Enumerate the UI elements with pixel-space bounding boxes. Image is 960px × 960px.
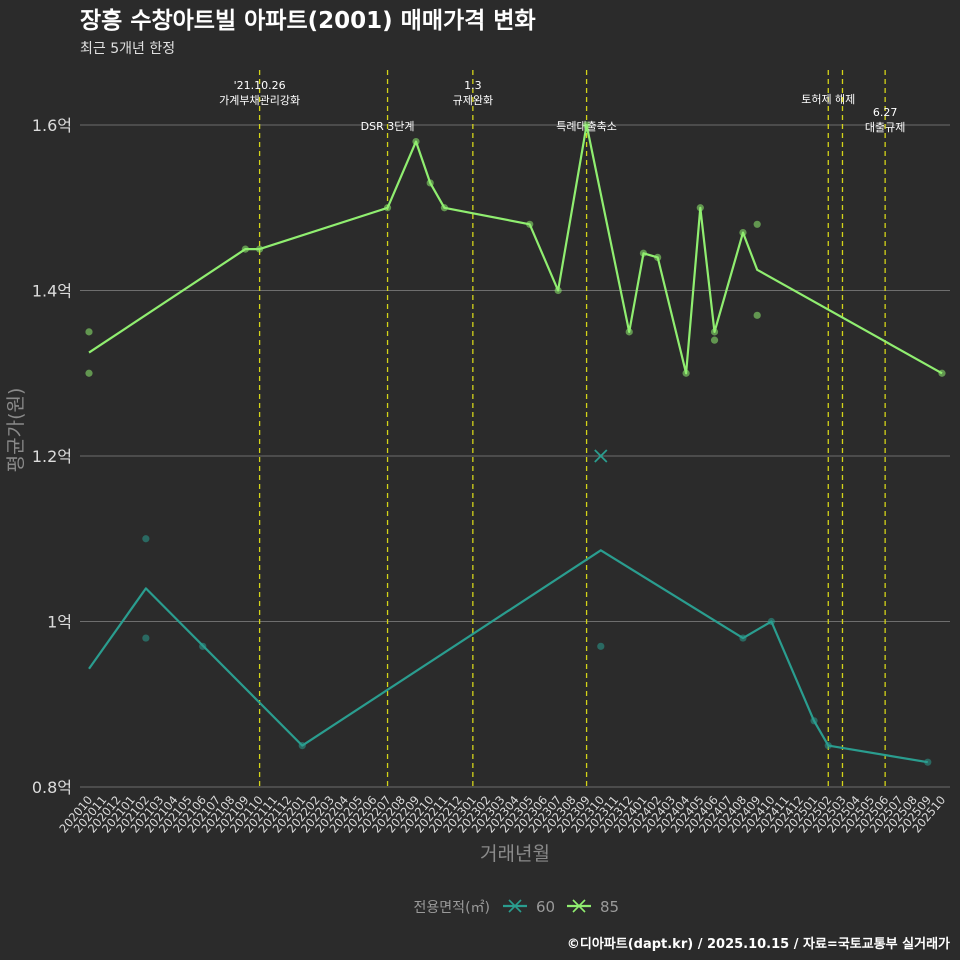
data-point-60: [824, 742, 832, 750]
data-point-60: [924, 758, 932, 766]
x-axis-title: 거래년월: [480, 843, 550, 865]
data-point-85: [710, 328, 719, 336]
y-tick-label: 1억: [47, 613, 72, 632]
data-cross-60: [594, 449, 608, 463]
data-point-60: [767, 617, 776, 626]
x-axis: 2020102020112020122021012021022021032021…: [56, 793, 948, 836]
data-point-85: [426, 179, 434, 187]
data-point-85: [440, 204, 449, 212]
event-label: 1.3: [464, 79, 482, 92]
legend-label-60: 60: [536, 898, 555, 916]
data-point-85: [582, 121, 591, 129]
data-point-85: [256, 245, 264, 253]
series-line-85: [88, 123, 943, 375]
y-tick-label: 1.2억: [32, 447, 72, 466]
data-point-60: [597, 642, 605, 650]
caption: ©디아파트(dapt.kr) / 2025.10.15 / 자료=국토교통부 실…: [567, 936, 950, 952]
event-label: '21.10.26: [234, 79, 286, 92]
data-point-60: [199, 642, 207, 650]
data-point-85: [753, 220, 761, 228]
y-axis: 0.8억 1억 1.2억 1.4억 1.6억: [32, 116, 72, 797]
legend-title: 전용면적(㎡): [414, 900, 490, 916]
event-label: 토허제 해제: [801, 92, 855, 106]
data-point-85: [739, 228, 747, 237]
data-point-85: [383, 204, 392, 212]
data-point-85: [710, 336, 719, 344]
event-label: 규제완화: [453, 94, 493, 107]
data-point-60: [810, 717, 818, 725]
data-point-85: [938, 369, 946, 377]
data-point-85: [682, 369, 690, 377]
data-point-85: [526, 220, 534, 228]
event-label: 6.27: [873, 106, 898, 119]
y-axis-title: 평균가(원): [5, 388, 27, 473]
legend-label-85: 85: [600, 898, 619, 916]
data-point-85: [639, 249, 648, 257]
chart-title: 장흥 수창아트빌 아파트(2001) 매매가격 변화: [80, 8, 536, 34]
grid: [80, 124, 950, 788]
data-point-85: [654, 253, 662, 261]
y-tick-label: 1.6억: [32, 116, 72, 135]
legend-key-cross-60: [508, 899, 522, 913]
series-line-60: [88, 549, 928, 764]
data-point-85: [696, 204, 704, 212]
data-point-60: [739, 634, 747, 642]
data-point-85: [753, 311, 761, 319]
event-label: DSR 3단계: [361, 120, 415, 133]
data-point-60: [142, 535, 150, 543]
y-tick-label: 0.8억: [32, 778, 72, 797]
data-point-85: [85, 369, 93, 377]
data-point-85: [554, 286, 562, 295]
event-label: 대출규제: [865, 121, 905, 134]
data-point-85: [85, 328, 93, 336]
data-point-60: [142, 634, 150, 642]
data-point-85: [412, 137, 420, 146]
series-layer: [85, 121, 946, 766]
data-point-85: [625, 328, 633, 336]
event-label: 가계부채관리강화: [219, 94, 300, 107]
chart-subtitle: 최근 5개년 한정: [80, 41, 175, 57]
data-point-85: [241, 245, 249, 253]
legend: 전용면적(㎡) 60 85: [414, 898, 620, 916]
data-point-60: [298, 742, 306, 750]
y-tick-label: 1.4억: [32, 282, 72, 301]
legend-key-cross-85: [572, 899, 586, 913]
